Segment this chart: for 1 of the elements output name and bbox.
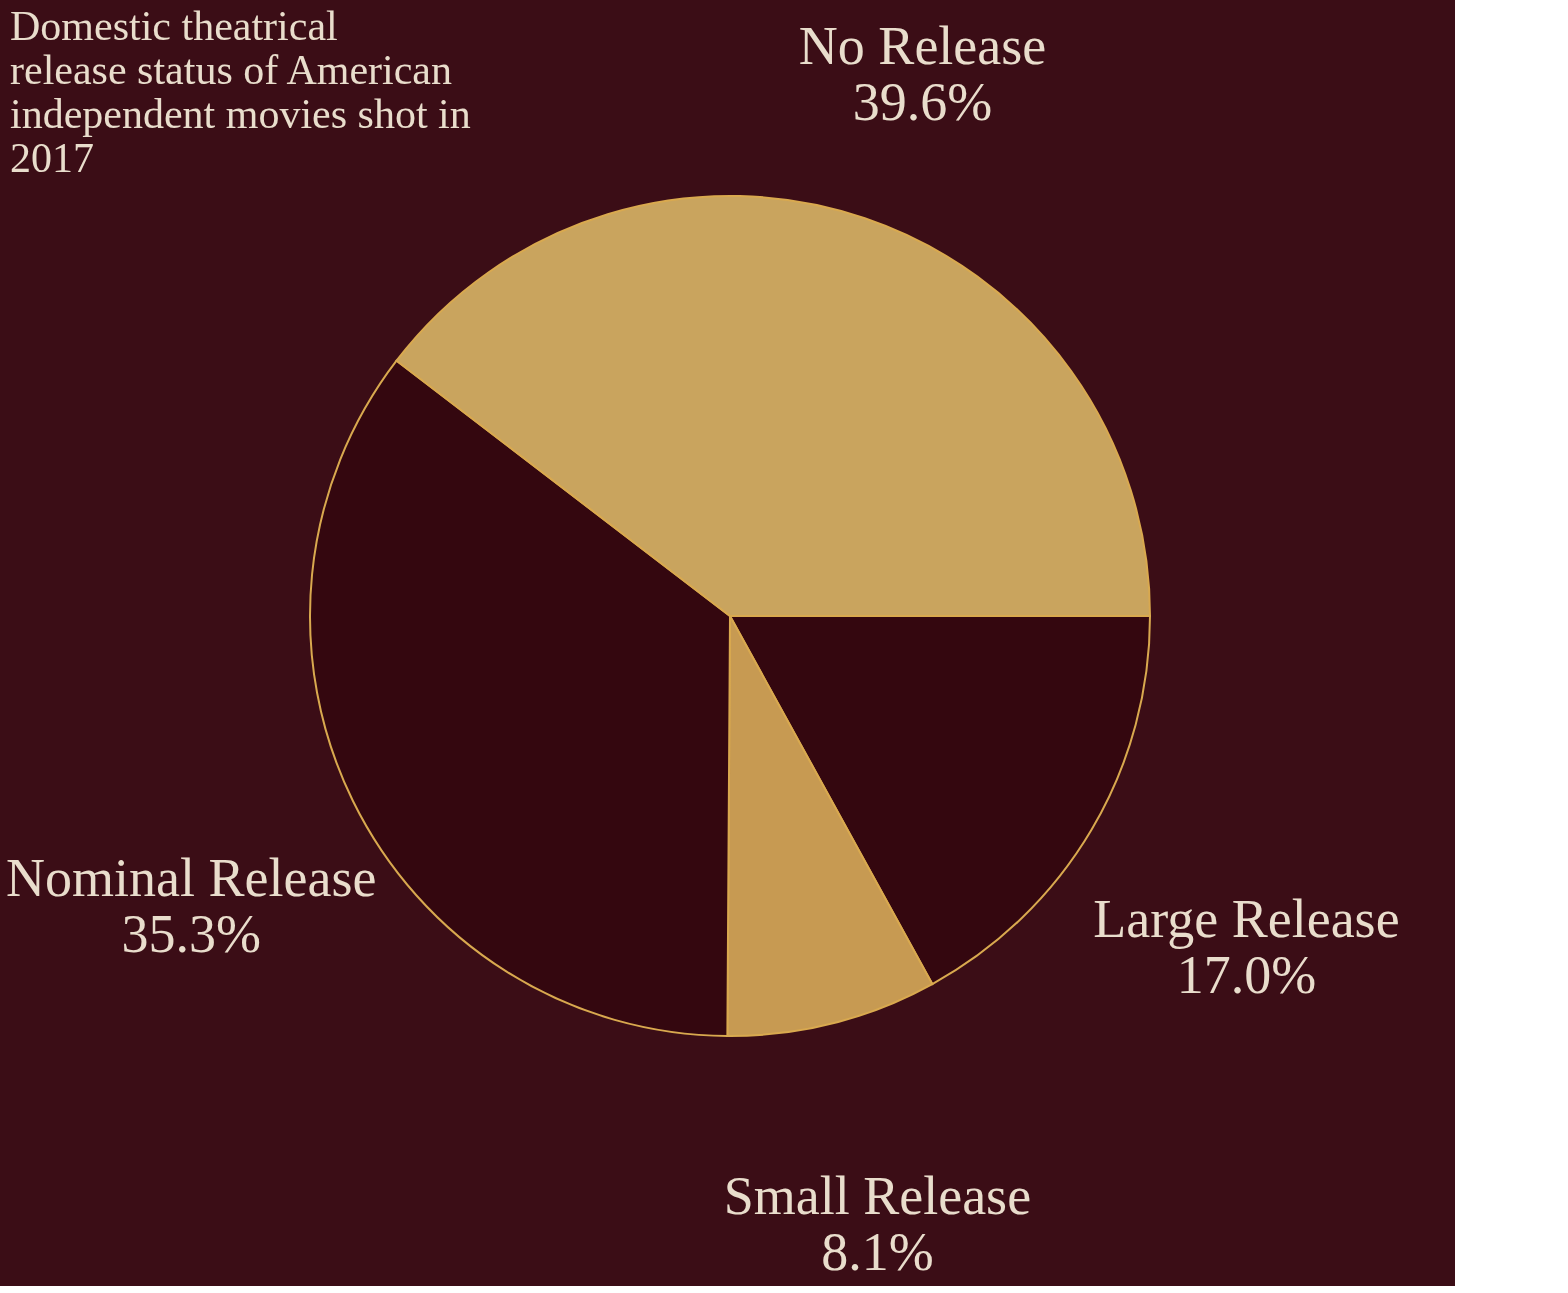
text: Domestic theatrical release status of American independent movies shot in 2017 bbox=[10, 2, 471, 181]
